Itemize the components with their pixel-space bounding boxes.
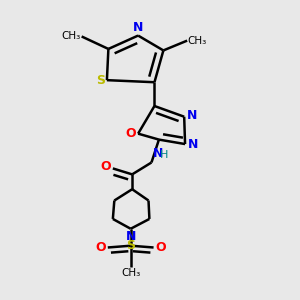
- Text: N: N: [153, 147, 164, 160]
- Text: N: N: [187, 109, 197, 122]
- Text: N: N: [188, 138, 198, 151]
- Text: O: O: [125, 127, 136, 140]
- Text: S: S: [96, 74, 105, 87]
- Text: O: O: [95, 241, 106, 254]
- Text: H: H: [160, 150, 168, 160]
- Text: CH₃: CH₃: [62, 32, 81, 41]
- Text: O: O: [155, 241, 166, 254]
- Text: N: N: [125, 230, 136, 243]
- Text: O: O: [100, 160, 111, 173]
- Text: S: S: [126, 239, 135, 252]
- Text: CH₃: CH₃: [121, 268, 140, 278]
- Text: N: N: [133, 21, 143, 34]
- Text: CH₃: CH₃: [188, 36, 207, 46]
